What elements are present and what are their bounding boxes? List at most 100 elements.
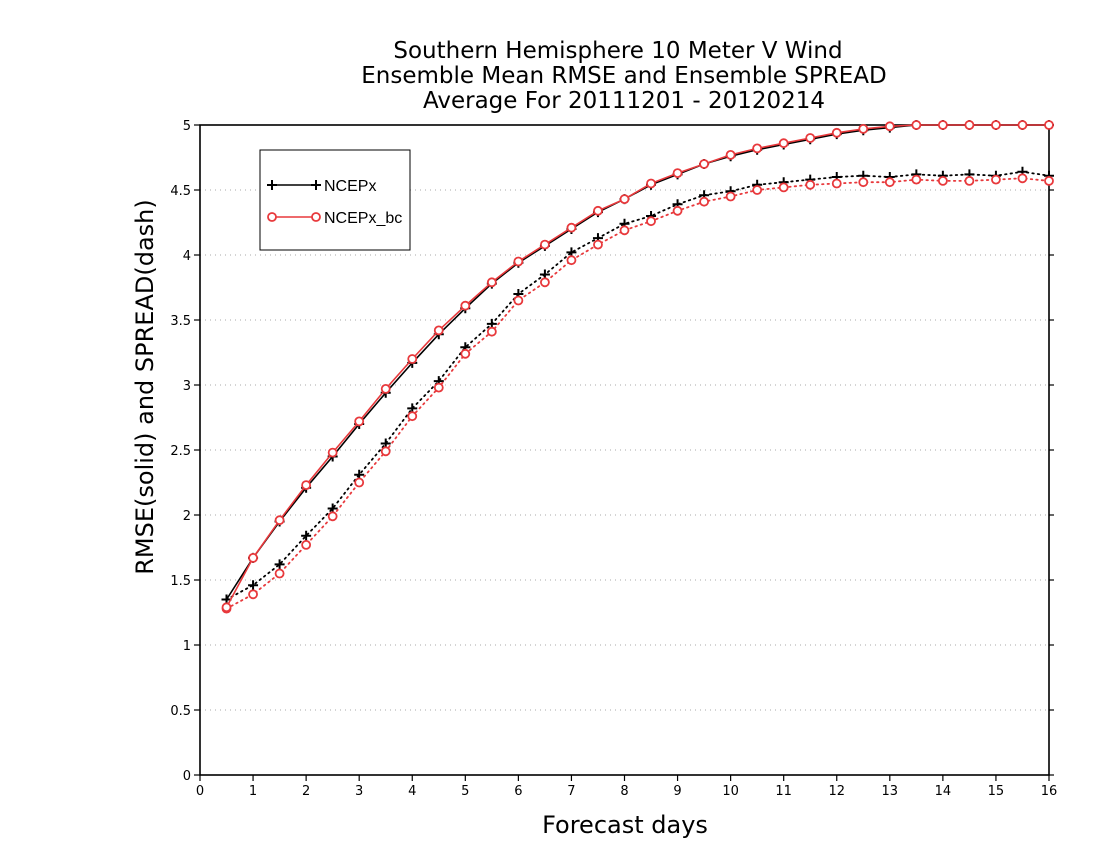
data-point <box>937 175 948 186</box>
chart-title-line-1: Southern Hemisphere 10 Meter V Wind <box>393 38 842 64</box>
data-point <box>566 255 577 266</box>
legend-box <box>259 149 411 251</box>
x-tick-label: 15 <box>988 784 1005 799</box>
data-point <box>831 178 842 189</box>
data-point <box>778 138 789 149</box>
data-point <box>513 256 524 267</box>
data-point <box>248 580 259 591</box>
data-point <box>911 120 922 130</box>
x-tick-label: 5 <box>461 784 469 799</box>
data-point <box>884 121 895 132</box>
data-point <box>248 589 258 600</box>
data-point <box>699 196 709 207</box>
data-point <box>752 185 763 195</box>
data-point <box>407 354 418 364</box>
legend-marker-icon <box>267 212 277 222</box>
data-point <box>513 295 524 306</box>
data-point <box>672 205 683 216</box>
legend-marker-icon <box>267 180 277 190</box>
x-tick-label: 12 <box>828 784 845 799</box>
y-tick-label: 3 <box>183 379 191 394</box>
series-lines <box>221 120 1054 614</box>
data-point <box>964 175 975 186</box>
axes: 00.511.522.533.544.550 1 2 3 4 5 6 7 8 9 10 11 12 13 1… <box>170 119 1057 799</box>
grid-lines <box>200 189 1049 711</box>
x-tick-label: 4 <box>408 784 416 799</box>
x-tick-label: 0 <box>196 784 204 799</box>
data-point <box>725 191 736 202</box>
data-point <box>884 177 895 188</box>
data-point <box>327 447 338 458</box>
data-point <box>858 123 869 134</box>
data-point <box>566 222 577 233</box>
data-point <box>380 446 391 457</box>
data-point <box>831 127 842 138</box>
series-ncepx-bc-rmse <box>221 120 1054 613</box>
data-point <box>486 277 497 288</box>
data-point <box>725 149 736 160</box>
data-point <box>619 225 630 236</box>
y-tick-label: 2.5 <box>170 444 191 459</box>
data-point <box>805 179 816 190</box>
data-point <box>1017 173 1028 184</box>
data-point <box>327 511 338 522</box>
data-point <box>354 416 365 427</box>
data-point <box>619 194 630 205</box>
data-point <box>301 530 312 541</box>
data-point <box>433 382 444 393</box>
data-point <box>1044 120 1054 130</box>
data-point <box>646 178 656 189</box>
x-tick-label: 13 <box>882 784 899 799</box>
data-point <box>221 602 232 613</box>
data-point <box>301 480 312 491</box>
legend-marker-icon <box>311 212 321 222</box>
data-point <box>593 239 603 250</box>
data-point <box>752 143 763 154</box>
series-ncepx-spread <box>221 166 1054 605</box>
y-tick-label: 4.5 <box>170 184 191 199</box>
legend-label: NCEPx_bc <box>324 210 402 227</box>
x-tick-label: 8 <box>620 784 628 799</box>
data-point <box>699 159 709 169</box>
data-point <box>433 325 444 336</box>
data-point <box>937 120 948 130</box>
legend: NCEPx NCEPx_bc <box>259 149 411 251</box>
x-tick-label: 10 <box>722 784 739 799</box>
y-tick-label: 5 <box>183 119 191 134</box>
y-tick-label: 0.5 <box>170 704 191 719</box>
legend-label: NCEPx <box>324 178 376 195</box>
data-point <box>460 300 471 311</box>
y-tick-label: 0 <box>183 769 191 784</box>
data-point <box>354 477 365 488</box>
data-point <box>805 133 816 143</box>
chart-title-line-2: Ensemble Mean RMSE and Ensemble SPREAD <box>361 63 886 89</box>
data-point <box>274 568 285 579</box>
x-tick-label: 9 <box>673 784 681 799</box>
data-point <box>911 174 922 185</box>
data-point <box>778 182 789 193</box>
data-point <box>1044 175 1054 186</box>
data-point <box>274 559 285 570</box>
y-tick-label: 4 <box>183 249 191 264</box>
x-tick-label: 16 <box>1041 784 1058 799</box>
x-axis-label: Forecast days <box>542 811 708 839</box>
data-point <box>1017 120 1028 130</box>
data-point <box>540 239 550 250</box>
data-point <box>301 540 312 550</box>
data-point <box>486 326 497 337</box>
data-point <box>672 168 683 179</box>
x-tick-label: 2 <box>302 784 310 799</box>
x-tick-label: 7 <box>567 784 575 799</box>
data-point <box>248 553 258 563</box>
y-tick-label: 3.5 <box>170 314 191 329</box>
data-point <box>540 277 550 288</box>
y-tick-label: 1.5 <box>170 574 191 589</box>
data-point <box>460 348 471 359</box>
y-axis-label: RMSE(solid) and SPREAD(dash) <box>131 199 159 575</box>
x-tick-label: 6 <box>514 784 522 799</box>
x-tick-label: 14 <box>935 784 952 799</box>
data-point <box>593 205 603 216</box>
data-point <box>407 411 418 422</box>
data-point <box>380 383 391 394</box>
